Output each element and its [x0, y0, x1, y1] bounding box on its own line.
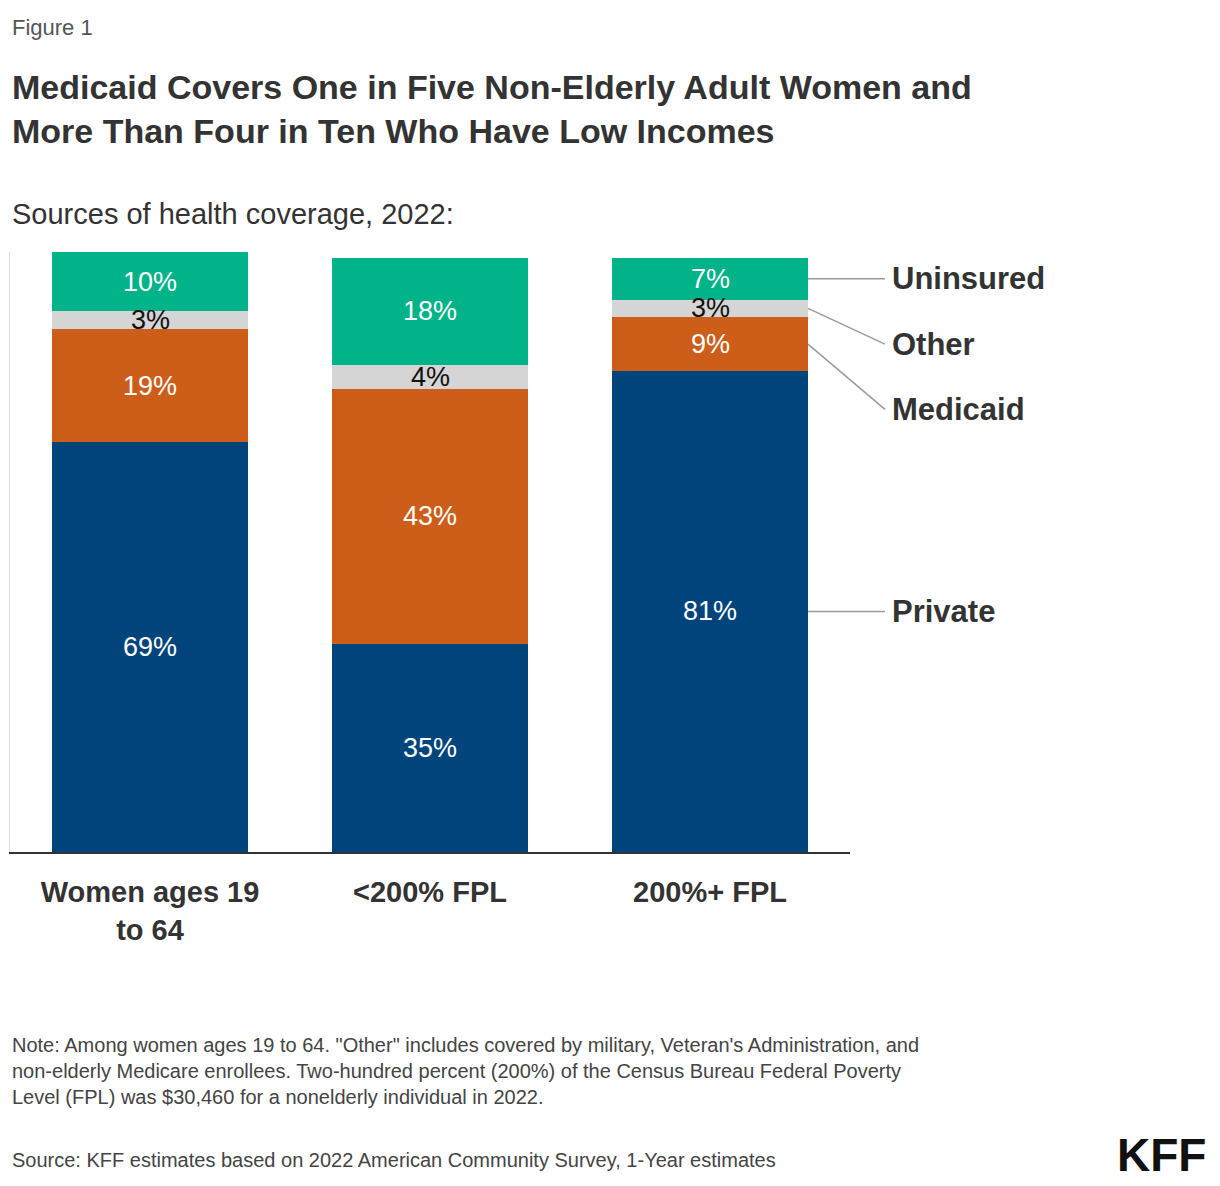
svg-text:81%: 81%	[683, 596, 737, 626]
svg-text:35%: 35%	[403, 733, 457, 763]
svg-text:10%: 10%	[123, 267, 177, 297]
svg-text:Private: Private	[892, 594, 995, 629]
svg-text:69%: 69%	[123, 632, 177, 662]
svg-text:Uninsured: Uninsured	[892, 261, 1045, 296]
svg-text:Sources of health coverage, 20: Sources of health coverage, 2022:	[12, 198, 454, 230]
svg-text:200%+ FPL: 200%+ FPL	[633, 876, 787, 908]
svg-text:Source: KFF estimates based on: Source: KFF estimates based on 2022 Amer…	[12, 1149, 776, 1171]
svg-text:3%: 3%	[691, 293, 730, 323]
svg-text:<200% FPL: <200% FPL	[353, 876, 507, 908]
svg-text:43%: 43%	[403, 501, 457, 531]
svg-text:4%: 4%	[411, 362, 450, 392]
svg-text:18%: 18%	[403, 296, 457, 326]
svg-text:19%: 19%	[123, 371, 177, 401]
svg-text:KFF: KFF	[1117, 1129, 1206, 1181]
svg-text:Note: Among women ages 19 to 6: Note: Among women ages 19 to 64. "Other"…	[12, 1034, 919, 1108]
svg-text:Women ages 19to 64: Women ages 19to 64	[41, 876, 260, 946]
svg-text:3%: 3%	[131, 305, 170, 335]
svg-text:Medicaid Covers One in Five No: Medicaid Covers One in Five Non-Elderly …	[12, 68, 972, 150]
svg-text:9%: 9%	[691, 329, 730, 359]
svg-text:Medicaid: Medicaid	[892, 392, 1025, 427]
svg-text:Other: Other	[892, 327, 975, 362]
svg-text:7%: 7%	[691, 264, 730, 294]
svg-text:Figure 1: Figure 1	[12, 15, 93, 40]
